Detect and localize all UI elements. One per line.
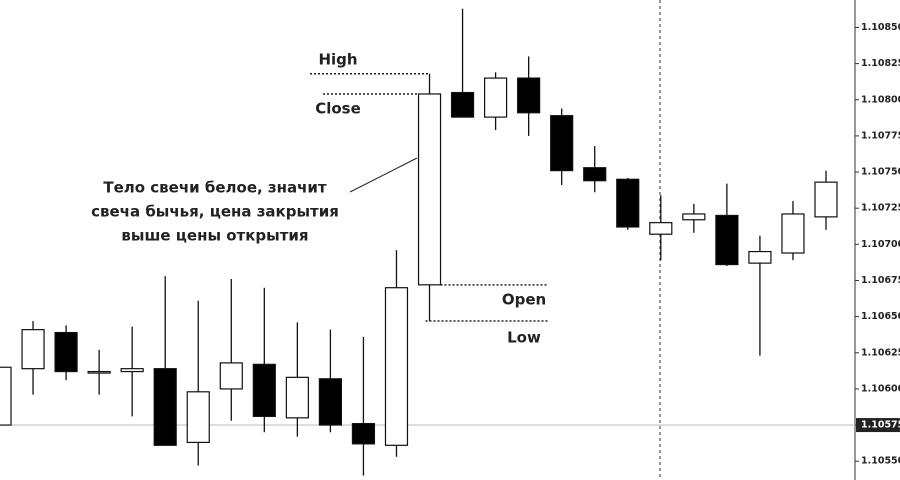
candle-body — [781, 213, 805, 254]
y-tick-label: 1.10775 — [861, 130, 900, 141]
y-tick-label: 1.10700 — [861, 239, 900, 250]
y-tick-label: 1.10750 — [861, 167, 900, 178]
candle-body — [153, 368, 177, 446]
label-low: Low — [507, 329, 541, 347]
candle-body — [54, 331, 78, 373]
candle-body — [715, 214, 739, 266]
candle-body — [748, 250, 772, 264]
candle-body — [87, 370, 111, 374]
candle-body — [351, 423, 376, 445]
candle-body — [186, 391, 210, 444]
current-price-tag — [856, 418, 900, 433]
candle-body — [814, 181, 838, 218]
candle-body — [219, 362, 243, 390]
label-close: Close — [315, 100, 361, 118]
candle-body — [517, 77, 541, 114]
candle-body — [682, 213, 706, 221]
y-tick-label: 1.10625 — [861, 347, 900, 358]
candle-body — [649, 222, 673, 235]
candle-body — [120, 368, 144, 373]
candle-body — [616, 178, 640, 228]
y-tick-label: 1.10800 — [861, 94, 900, 105]
y-tick-label: 1.10650 — [861, 311, 900, 322]
annotation-line: свеча бычья, цена закрытия — [91, 203, 339, 221]
y-tick-label: 1.10850 — [861, 22, 900, 33]
candle-body — [583, 167, 607, 182]
candle-body — [318, 378, 342, 426]
y-tick-label: 1.10550 — [861, 456, 900, 467]
candle-body — [21, 329, 45, 370]
candle-body — [252, 363, 276, 417]
y-tick-label: 1.10675 — [861, 275, 900, 286]
candle-body — [450, 91, 475, 118]
candle-body — [417, 93, 442, 286]
y-tick-label: 1.10725 — [861, 203, 900, 214]
pointer-line — [349, 157, 418, 193]
current-price-label: 1.10575 — [861, 420, 900, 431]
y-tick-label: 1.10825 — [861, 58, 900, 69]
candle-body — [285, 376, 309, 419]
annotation-line: выше цены открытия — [121, 227, 308, 245]
candle-body — [384, 287, 409, 446]
label-high: High — [318, 51, 357, 69]
annotation-line: Тело свечи белое, значит — [103, 179, 327, 197]
candle-body — [0, 366, 12, 426]
label-open: Open — [502, 291, 546, 309]
candle-body — [484, 77, 508, 118]
y-tick-label: 1.10600 — [861, 383, 900, 394]
candle-body — [550, 115, 574, 172]
